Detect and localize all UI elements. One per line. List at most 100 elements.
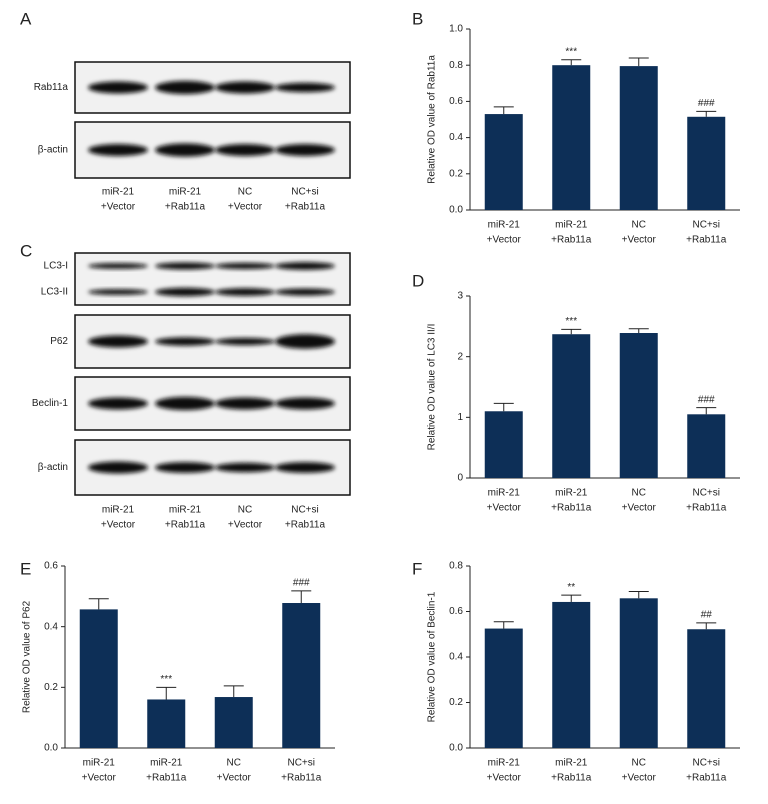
significance: ###: [698, 98, 715, 109]
significance: ***: [160, 674, 172, 685]
bar: [147, 699, 186, 748]
x-tick-label: +Vector: [487, 235, 522, 246]
band: [155, 143, 215, 157]
band: [215, 81, 275, 94]
panel-label: A: [20, 9, 32, 28]
significance: ***: [565, 316, 577, 327]
lane-label: +Vector: [228, 520, 263, 531]
bar: [484, 114, 523, 210]
bar: [79, 609, 118, 748]
bar: [687, 629, 726, 748]
x-tick-label: +Rab11a: [686, 503, 727, 514]
lane-label: +Vector: [101, 520, 136, 531]
bar: [484, 411, 523, 478]
y-axis-label: Relative OD value of Rab11a: [427, 55, 438, 184]
band: [215, 144, 275, 156]
panel-label: D: [412, 271, 424, 290]
y-tick-label: 0.0: [449, 205, 463, 216]
band: [155, 337, 215, 346]
x-tick-label: +Vector: [217, 773, 252, 784]
band: [275, 334, 335, 349]
band: [275, 144, 335, 156]
band: [88, 289, 148, 295]
x-tick-label: NC: [632, 488, 646, 499]
lane-label: +Rab11a: [285, 202, 326, 213]
x-tick-label: +Rab11a: [146, 773, 187, 784]
bar: [484, 628, 523, 748]
x-tick-label: +Vector: [82, 773, 117, 784]
x-tick-label: miR-21: [555, 758, 588, 769]
significance: ***: [565, 46, 577, 57]
bar: [619, 333, 658, 478]
blot-row-label: P62: [50, 336, 68, 347]
blot-box: [74, 252, 351, 306]
y-tick-label: 2: [457, 351, 463, 362]
y-tick-label: 3: [457, 291, 463, 302]
lane-label: NC: [238, 505, 252, 516]
bar: [552, 601, 591, 748]
bar: [282, 603, 321, 748]
band: [88, 144, 148, 156]
lane-label: +Rab11a: [165, 520, 206, 531]
x-tick-label: NC: [632, 758, 646, 769]
y-tick-label: 0.8: [449, 561, 463, 572]
blot-row-label: Beclin-1: [32, 398, 69, 409]
band: [155, 80, 215, 95]
band: [155, 287, 215, 297]
band: [88, 335, 148, 348]
band: [155, 462, 215, 473]
lane-label: NC+si: [291, 505, 319, 516]
x-tick-label: miR-21: [555, 220, 588, 231]
panel-label: B: [412, 9, 423, 28]
bar: [552, 65, 591, 210]
y-tick-label: 0.4: [449, 132, 463, 143]
significance: ###: [698, 394, 715, 405]
significance: ###: [293, 578, 310, 589]
y-tick-label: 0: [457, 473, 463, 484]
y-tick-label: 0.6: [44, 561, 58, 572]
bar: [687, 414, 726, 478]
x-tick-label: miR-21: [150, 758, 183, 769]
lane-label: miR-21: [102, 505, 135, 516]
y-tick-label: 0.0: [44, 743, 58, 754]
blot-row-label: β-actin: [38, 145, 68, 156]
blot-row-label: Rab11a: [34, 82, 69, 93]
x-tick-label: +Vector: [622, 503, 657, 514]
band: [88, 263, 148, 269]
lane-label: NC+si: [291, 187, 319, 198]
y-tick-label: 0.0: [449, 743, 463, 754]
lane-label: +Vector: [228, 202, 263, 213]
y-tick-label: 1.0: [449, 24, 463, 35]
y-tick-label: 0.6: [449, 96, 463, 107]
y-axis-label: Relative OD value of LC3 II/I: [427, 324, 438, 451]
x-tick-label: miR-21: [83, 758, 116, 769]
band: [88, 397, 148, 410]
band: [155, 262, 215, 270]
band: [155, 396, 215, 411]
x-tick-label: miR-21: [488, 758, 521, 769]
y-tick-label: 0.8: [449, 60, 463, 71]
band: [215, 397, 275, 410]
bar: [214, 697, 253, 748]
x-tick-label: NC: [632, 220, 646, 231]
blot-row-label: LC3-I: [44, 261, 68, 272]
x-tick-label: +Vector: [622, 773, 657, 784]
y-tick-label: 0.2: [449, 697, 463, 708]
x-tick-label: +Rab11a: [281, 773, 322, 784]
x-tick-label: miR-21: [555, 488, 588, 499]
x-tick-label: NC+si: [692, 488, 720, 499]
x-tick-label: miR-21: [488, 488, 521, 499]
lane-label: +Vector: [101, 202, 136, 213]
band: [88, 461, 148, 474]
significance: **: [567, 582, 575, 593]
band: [215, 262, 275, 270]
bar: [687, 116, 726, 210]
x-tick-label: NC+si: [692, 758, 720, 769]
lane-label: miR-21: [169, 187, 202, 198]
lane-label: +Rab11a: [165, 202, 206, 213]
x-tick-label: +Vector: [487, 503, 522, 514]
blot-row-label: β-actin: [38, 462, 68, 473]
lane-label: miR-21: [102, 187, 135, 198]
bar: [552, 334, 591, 478]
